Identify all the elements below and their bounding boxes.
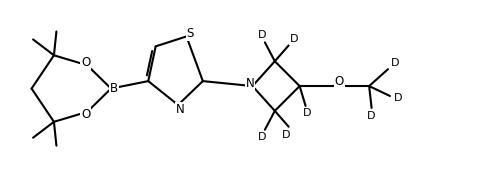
Text: N: N <box>176 103 184 116</box>
Text: D: D <box>390 58 399 68</box>
Text: S: S <box>186 28 194 40</box>
Text: O: O <box>81 108 90 121</box>
Text: O: O <box>334 75 344 88</box>
Text: D: D <box>368 111 376 121</box>
Text: D: D <box>282 130 290 140</box>
Text: D: D <box>258 132 266 142</box>
Text: N: N <box>246 77 254 90</box>
Text: D: D <box>304 108 312 118</box>
Text: D: D <box>258 30 266 40</box>
Text: D: D <box>394 93 402 103</box>
Text: B: B <box>110 82 118 95</box>
Text: O: O <box>81 56 90 69</box>
Text: D: D <box>290 34 298 45</box>
